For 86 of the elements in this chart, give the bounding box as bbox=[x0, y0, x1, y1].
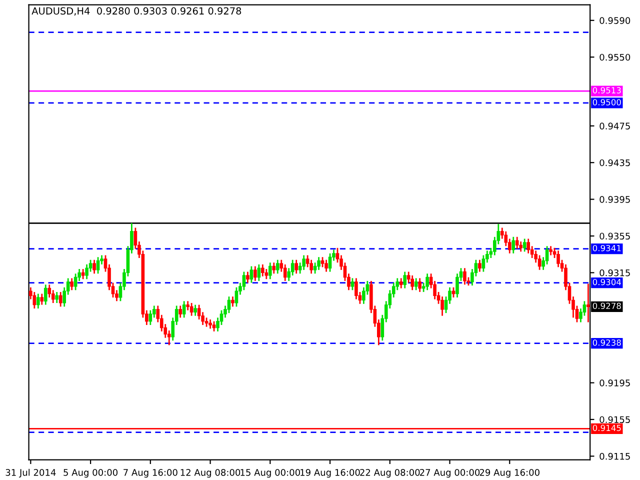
y-tick-label: 0.9155 bbox=[600, 416, 630, 424]
candlestick bbox=[194, 304, 197, 316]
candlestick bbox=[556, 250, 560, 268]
x-tick-label: 5 Aug 00:00 bbox=[64, 469, 118, 478]
x-tick-label: 7 Aug 16:00 bbox=[124, 469, 178, 478]
x-tick-label: 31 Jul 2014 bbox=[6, 468, 56, 478]
candlestick bbox=[70, 277, 74, 291]
candlestick bbox=[549, 245, 552, 256]
candlestick bbox=[231, 296, 234, 308]
candlestick bbox=[426, 272, 429, 291]
candlestick bbox=[586, 283, 590, 323]
candlestick bbox=[522, 238, 526, 252]
candlestick bbox=[40, 293, 44, 306]
candlestick bbox=[74, 272, 78, 291]
candlestick bbox=[399, 277, 403, 289]
y-tick-label: 0.9355 bbox=[600, 232, 630, 240]
y-tick-label: 0.9115 bbox=[600, 452, 630, 460]
candlestick bbox=[302, 254, 306, 271]
candlestick bbox=[526, 238, 530, 254]
candlestick bbox=[519, 240, 523, 252]
candlestick bbox=[250, 266, 254, 284]
ref-line-label: 0.9513 bbox=[592, 87, 621, 94]
candlestick bbox=[354, 277, 358, 300]
candlestick bbox=[538, 254, 542, 271]
candlestick bbox=[294, 259, 298, 274]
y-tick-label: 0.9195 bbox=[600, 380, 630, 386]
annotation: 0.9278 bbox=[592, 302, 621, 310]
candlestick bbox=[276, 259, 280, 274]
candlestick bbox=[148, 310, 152, 326]
candlestick bbox=[264, 268, 268, 280]
candlestick bbox=[36, 293, 40, 310]
candlestick bbox=[254, 266, 257, 282]
candlestick bbox=[182, 300, 186, 318]
y-tick-label: 0.9315 bbox=[600, 269, 630, 276]
candlestick bbox=[418, 277, 422, 293]
candlestick bbox=[44, 284, 48, 306]
candlestick bbox=[190, 302, 194, 316]
candlestick bbox=[58, 291, 62, 308]
candlestick bbox=[463, 267, 466, 286]
x-tick-label: 12 Aug 08:00 bbox=[180, 469, 240, 478]
candlestick bbox=[96, 256, 100, 274]
candlestick bbox=[440, 296, 444, 316]
ref-line-label: 0.9304 bbox=[592, 278, 622, 286]
candlestick bbox=[81, 268, 85, 280]
candlestick bbox=[85, 264, 88, 280]
candlestick bbox=[414, 277, 418, 291]
candlestick bbox=[234, 286, 238, 308]
y-tick-label: 0.9475 bbox=[600, 122, 630, 130]
ref-line-label: 0.9341 bbox=[592, 244, 621, 252]
candlestick bbox=[320, 256, 324, 268]
ref-line-label: 0.9238 bbox=[592, 339, 621, 346]
y-tick-label: 0.9550 bbox=[600, 54, 630, 61]
candlestick bbox=[242, 271, 246, 291]
y-tick-label: 0.9395 bbox=[600, 196, 630, 203]
candlestick bbox=[350, 277, 354, 291]
candlestick bbox=[178, 305, 182, 318]
y-tick-label: 0.9435 bbox=[600, 159, 630, 166]
ref-line-label: 0.9500 bbox=[592, 99, 621, 106]
x-tick-label: 27 Aug 00:00 bbox=[420, 469, 480, 478]
candlestick bbox=[410, 274, 414, 291]
candlestick bbox=[261, 264, 264, 278]
y-tick-label: 0.9590 bbox=[600, 17, 630, 24]
chart-title: AUDUSD,H4 0.9280 0.9303 0.9261 0.9278 bbox=[32, 7, 242, 16]
x-tick-label: 29 Aug 16:00 bbox=[480, 469, 540, 478]
candlestick bbox=[55, 291, 59, 304]
candlestick bbox=[512, 236, 516, 254]
x-tick-label: 19 Aug 16:00 bbox=[300, 469, 360, 478]
candlestick bbox=[328, 252, 332, 272]
candlestick bbox=[515, 236, 519, 250]
candlestick bbox=[452, 286, 456, 298]
candlestick bbox=[482, 254, 486, 272]
candlestick bbox=[324, 259, 328, 272]
candlestick bbox=[478, 259, 482, 272]
candlestick bbox=[212, 320, 216, 332]
ref-line-label: 0.9145 bbox=[592, 424, 621, 432]
candlestick bbox=[403, 271, 407, 289]
x-tick-label: 15 Aug 00:00 bbox=[240, 469, 300, 478]
candlestick bbox=[208, 318, 212, 330]
x-tick-label: 22 Aug 08:00 bbox=[360, 469, 420, 478]
candlestick bbox=[92, 259, 96, 274]
candlestick bbox=[246, 271, 250, 284]
candlestick bbox=[268, 262, 272, 280]
candlestick bbox=[272, 262, 276, 274]
candlestick bbox=[317, 256, 320, 271]
candlestick bbox=[310, 259, 313, 274]
candlestick bbox=[283, 264, 287, 282]
